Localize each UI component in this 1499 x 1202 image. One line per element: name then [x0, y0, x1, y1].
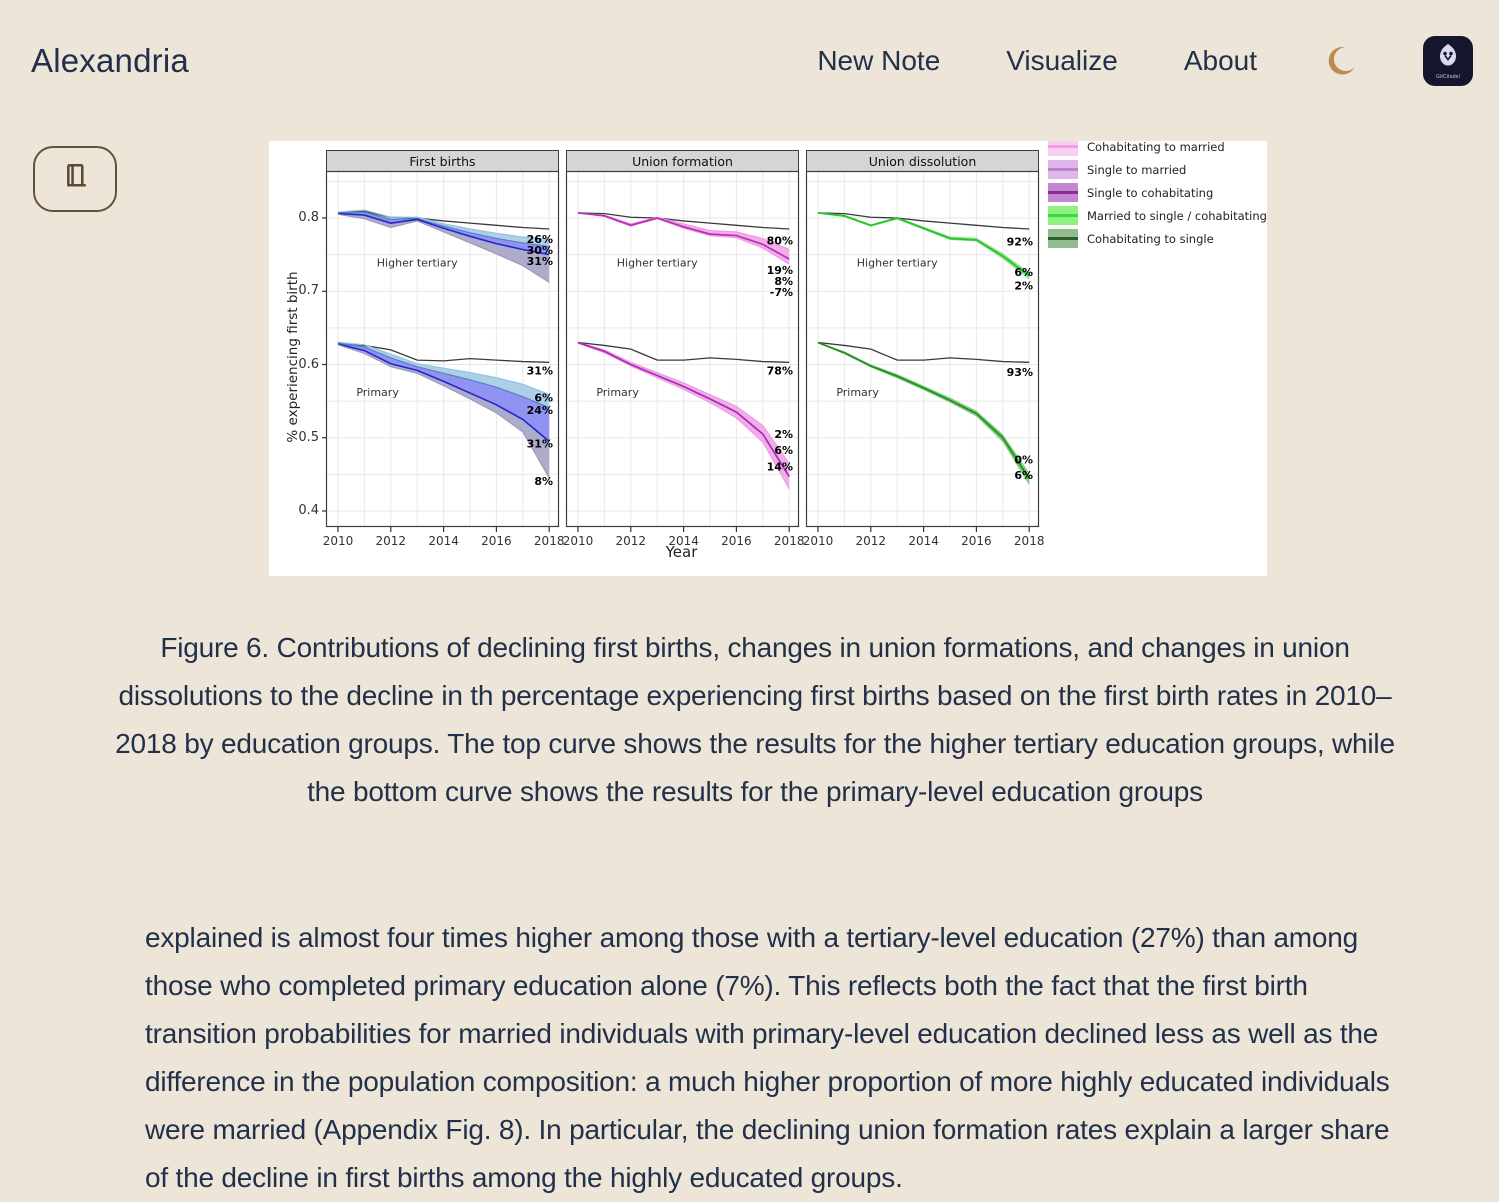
annotation-label: 2%: [774, 428, 793, 441]
annotation-label: 6%: [1014, 469, 1033, 482]
y-tick-label: 0.8: [298, 210, 319, 225]
chart-legend: Cohabitating to married Single to married…: [1048, 141, 1267, 252]
annotation-label: 31%: [527, 255, 553, 268]
app-title[interactable]: Alexandria: [31, 42, 189, 79]
x-tick-label: 2012: [856, 534, 887, 548]
moon-icon: [1323, 46, 1357, 81]
legend-item: Cohabitating to single: [1048, 229, 1267, 248]
legend-swatch: [1048, 160, 1078, 179]
x-tick-label: 2016: [961, 534, 992, 548]
annotation-label: 6%: [1014, 266, 1033, 279]
annotation-label: 26%: [527, 233, 553, 246]
legend-label: Married to single / cohabitating: [1087, 208, 1267, 223]
annotation-label: 0%: [1014, 454, 1033, 467]
annotation-label: 31%: [527, 438, 553, 451]
x-axis-label: Year: [665, 543, 698, 561]
annotation-label: 92%: [1007, 235, 1033, 248]
chart-panel: Union formation Higher tertiary 80% 19% 8% -7…: [563, 150, 804, 556]
annotation-label: 24%: [527, 404, 553, 417]
annotation-label: 80%: [767, 235, 793, 248]
y-tick-label: 0.7: [298, 283, 319, 299]
article-paragraph: explained is almost four times higher am…: [145, 914, 1393, 1202]
panel-title: Union dissolution: [806, 150, 1039, 171]
x-tick-label: 2014: [668, 534, 699, 548]
annotation-label: 78%: [767, 364, 793, 377]
legend-label: Cohabitating to married: [1087, 141, 1225, 154]
nav-about[interactable]: About: [1183, 45, 1257, 76]
annotation-label: -7%: [770, 286, 793, 299]
group-label: Higher tertiary: [857, 256, 938, 269]
figure-image: % experiencing first birth 0.8 0.7 0.6 0.5 0…: [269, 141, 1267, 576]
annotation-label: 19%: [767, 264, 793, 277]
legend-swatch: [1048, 141, 1078, 156]
annotation-label: 14%: [767, 460, 793, 473]
figure-caption: Figure 6. Contributions of declining fir…: [115, 632, 1395, 807]
x-tick-label: 2016: [721, 534, 752, 548]
legend-item: Single to cohabitating: [1048, 183, 1267, 202]
x-tick-label: 2018: [1014, 534, 1045, 548]
annotation-label: 8%: [774, 275, 793, 288]
reader-mode-button[interactable]: [33, 146, 117, 212]
annotation-label: 2%: [1014, 279, 1033, 292]
y-tick-label: 0.6: [298, 356, 319, 372]
legend-item: Single to married: [1048, 160, 1267, 179]
legend-swatch: [1048, 183, 1078, 202]
app-logo[interactable]: GitCitadel: [1423, 36, 1473, 86]
panel-title: Union formation: [566, 150, 799, 171]
annotation-label: 6%: [774, 444, 793, 457]
logo-text: GitCitadel: [1436, 74, 1460, 80]
x-tick-label: 2016: [481, 534, 512, 548]
legend-item: Married to single / cohabitating: [1048, 206, 1267, 225]
theme-toggle-button[interactable]: [1323, 44, 1357, 78]
x-tick-label: 2014: [428, 534, 459, 548]
book-icon: [58, 161, 92, 198]
nav-new-note[interactable]: New Note: [817, 45, 941, 76]
group-label: Higher tertiary: [617, 256, 698, 269]
group-label: Primary: [836, 386, 879, 399]
annotation-label: 93%: [1007, 366, 1033, 379]
chart-panel: First births Higher tertiary 26% 30% 31% Prim…: [322, 150, 564, 556]
annotation-label: 31%: [527, 364, 553, 377]
group-label: Primary: [356, 386, 399, 399]
chart-panel: Union dissolution Higher tertiary 92% 6% 2% P…: [803, 150, 1044, 556]
annotation-label: 6%: [534, 391, 553, 404]
annotation-label: 8%: [534, 475, 553, 488]
y-tick-label: 0.4: [298, 503, 319, 518]
shield-glyph-icon: [1435, 42, 1461, 73]
nav-visualize[interactable]: Visualize: [1006, 45, 1118, 76]
chart-panels: First births Higher tertiary 26% 30% 31% Prim…: [322, 150, 1046, 556]
annotation-label: 30%: [527, 244, 553, 257]
x-tick-label: 2018: [534, 534, 565, 548]
x-tick-label: 2010: [563, 534, 594, 548]
legend-label: Single to cohabitating: [1087, 185, 1214, 200]
group-label: Primary: [596, 386, 639, 399]
legend-swatch: [1048, 229, 1078, 248]
y-tick-label: 0.5: [298, 429, 319, 445]
legend-label: Cohabitating to single: [1087, 231, 1214, 246]
x-tick-label: 2012: [616, 534, 647, 548]
x-tick-label: 2010: [323, 534, 354, 548]
legend-item: Cohabitating to married: [1048, 141, 1267, 156]
x-tick-label: 2018: [774, 534, 805, 548]
group-label: Higher tertiary: [377, 256, 458, 269]
article-paragraph-text: explained is almost four times higher am…: [145, 922, 1390, 1145]
y-axis-ticks: 0.8 0.7 0.6 0.5 0.4: [269, 141, 321, 576]
panel-title: First births: [326, 150, 559, 171]
x-tick-label: 2012: [376, 534, 407, 548]
legend-swatch: [1048, 206, 1078, 225]
top-nav: New Note Visualize About GitCitadel: [817, 36, 1473, 86]
x-tick-label: 2014: [908, 534, 939, 548]
legend-label: Single to married: [1087, 162, 1187, 177]
x-tick-label: 2010: [803, 534, 834, 548]
